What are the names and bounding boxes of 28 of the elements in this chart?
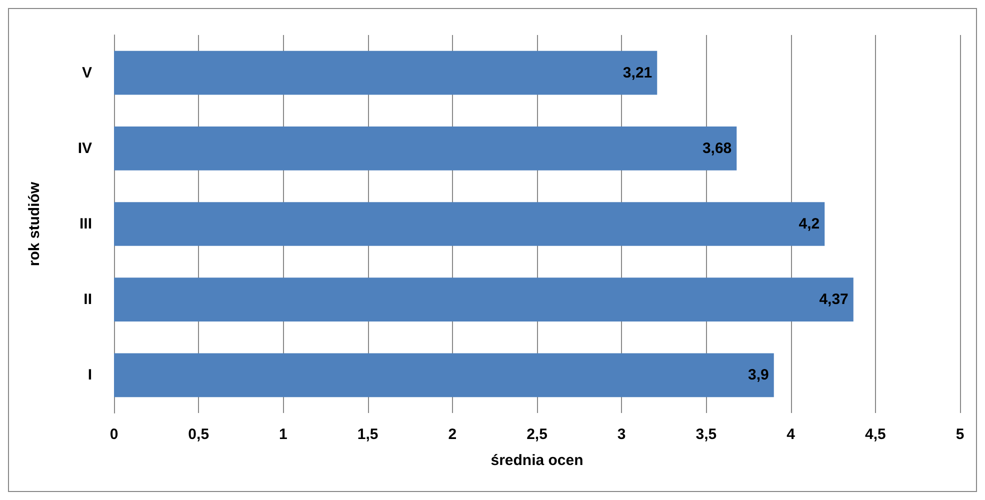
bar xyxy=(114,278,854,322)
x-tick-label: 1 xyxy=(279,426,288,443)
x-tick-label: 3 xyxy=(617,426,626,443)
data-label: 4,37 xyxy=(819,291,848,308)
x-axis-title: średnia ocen xyxy=(490,452,584,469)
bar xyxy=(114,353,774,398)
data-label: 3,68 xyxy=(702,140,732,157)
y-tick-label: II xyxy=(84,291,92,308)
y-tick-label: III xyxy=(79,216,92,232)
x-tick-label: 4 xyxy=(786,426,796,443)
x-tick-label: 3,5 xyxy=(696,426,717,443)
x-tick-label: 0,5 xyxy=(188,426,210,443)
x-tick-label: 1,5 xyxy=(357,426,378,443)
data-label: 3,21 xyxy=(622,64,652,82)
y-tick-label: V xyxy=(82,64,92,82)
x-tick-label: 2 xyxy=(448,426,457,443)
x-tick-label: 4,5 xyxy=(864,426,886,443)
y-axis-title: rok studiów xyxy=(26,182,43,266)
data-label: 4,2 xyxy=(798,216,820,232)
bar xyxy=(114,50,658,95)
bar xyxy=(114,202,825,246)
y-tick-label: IV xyxy=(78,140,92,157)
x-tick-label: 0 xyxy=(110,426,118,443)
bar xyxy=(114,126,737,170)
x-tick-label: 2,5 xyxy=(526,426,548,443)
data-label: 3,9 xyxy=(748,366,769,384)
x-tick-label: 5 xyxy=(956,426,964,443)
y-tick-label: I xyxy=(88,366,92,384)
